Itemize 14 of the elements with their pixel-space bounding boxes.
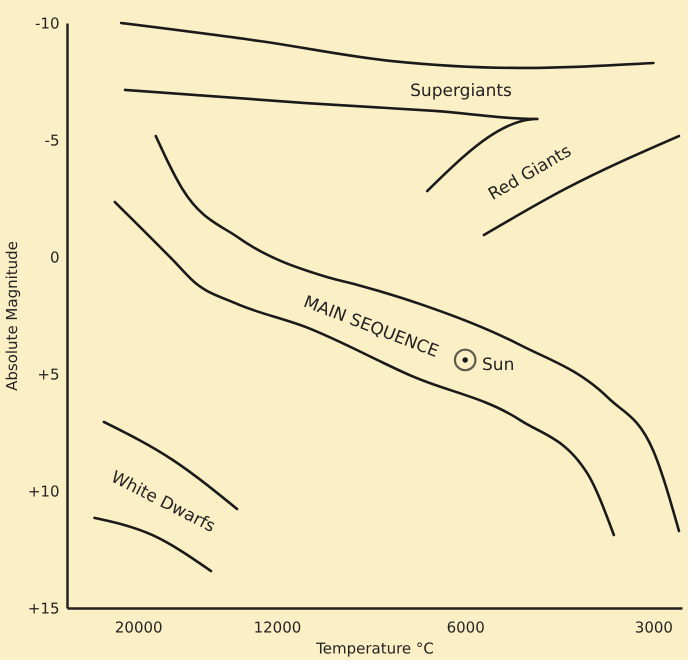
x-tick-label: 3000 [634,618,673,636]
y-tick-label: -5 [44,132,60,150]
y-tick-label: 0 [50,248,60,266]
y-tick-label: +10 [28,482,60,500]
annotation: Sun [482,355,514,375]
x-tick-label: 6000 [446,618,485,636]
annotation: Supergiants [410,81,512,101]
y-tick-label: -10 [35,14,60,32]
x-axis-title: Temperature °C [315,640,434,658]
x-tick-label: 20000 [114,618,163,636]
y-axis-title: Absolute Magnitude [2,241,21,391]
y-tick-label: +5 [37,366,60,384]
y-tick-label: +15 [28,600,60,618]
x-tick-label: 12000 [254,618,302,636]
